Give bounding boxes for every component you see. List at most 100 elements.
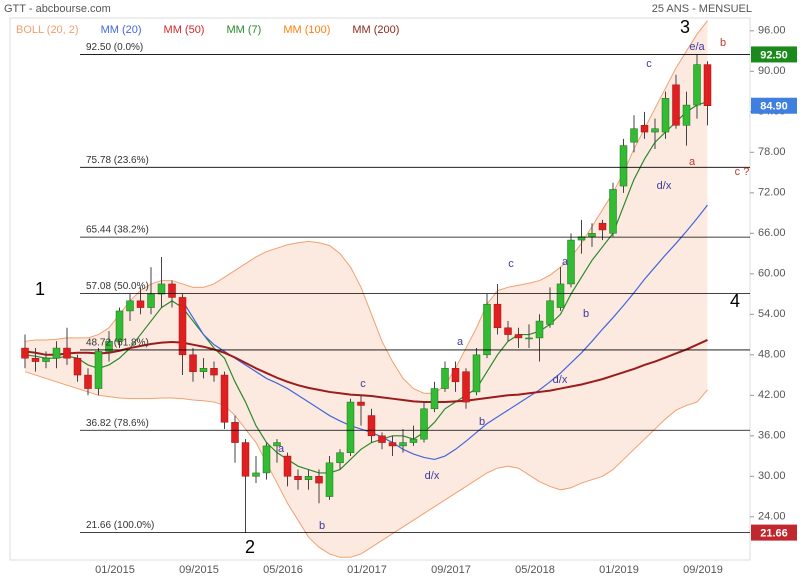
candle-body (693, 64, 701, 106)
price-tag-label: 21.66 (760, 528, 788, 540)
fib-label: 75.78 (23.6%) (86, 155, 149, 166)
y-tick-label: 72.00 (758, 187, 786, 199)
candle-body (115, 310, 124, 342)
bollinger-upper (24, 20, 708, 394)
plot-layer (21, 20, 712, 558)
annotation: 4 (730, 291, 740, 311)
candle-body (283, 455, 292, 477)
candle-body (483, 303, 491, 356)
chart-subtitle: 25 ANS - MENSUEL (652, 3, 752, 15)
candle-body (189, 354, 197, 372)
annotation: c (360, 378, 366, 390)
legend-entry: MM (20) (101, 24, 142, 36)
annotation: b (583, 308, 589, 320)
candle-body (430, 388, 439, 410)
candle-body (94, 351, 103, 389)
price-tag (751, 524, 797, 541)
annotation: a (278, 443, 285, 455)
candle-body (378, 435, 386, 443)
candle-body (546, 300, 554, 325)
price-tag (751, 46, 797, 63)
annotation: a (562, 256, 569, 268)
fib-label: 36.82 (78.6%) (86, 418, 149, 429)
candle-body (672, 84, 680, 126)
candle-body (199, 368, 208, 372)
annotation: d/x (425, 470, 440, 482)
annotation: d/x (657, 180, 672, 192)
x-tick-label: 09/2019 (683, 564, 723, 576)
bollinger-lower (24, 371, 708, 558)
annotation: d/x (553, 374, 568, 386)
candle-body (31, 357, 40, 362)
candle-body (73, 357, 82, 376)
candle-body (147, 293, 155, 308)
y-tick-label: 60.00 (758, 268, 786, 280)
price-tag-label: 92.50 (760, 49, 788, 61)
y-tick-label: 66.00 (758, 227, 786, 239)
annotation: b (319, 520, 325, 532)
x-tick-label: 09/2015 (179, 564, 219, 576)
y-tick-label: 96.00 (758, 25, 786, 37)
candle-body (220, 374, 229, 423)
candle-body (325, 462, 334, 497)
candle-body (609, 189, 617, 234)
candle-body (472, 354, 481, 393)
candle-body (651, 128, 659, 133)
candle-body (514, 334, 523, 339)
candle-body (126, 300, 134, 312)
candle-body (84, 374, 92, 389)
legend-entry: BOLL (20, 2) (16, 24, 79, 36)
candle-body (157, 283, 166, 295)
candle-body (588, 233, 596, 237)
candle-body (682, 104, 691, 126)
candle-body (52, 347, 61, 359)
x-tick-label: 01/2015 (95, 564, 135, 576)
x-tick-label: 09/2017 (431, 564, 471, 576)
candle-body (493, 303, 502, 329)
candle-body (598, 222, 607, 231)
x-tick-label: 01/2019 (599, 564, 639, 576)
candle-body (367, 415, 376, 437)
annotation: c (646, 58, 652, 70)
bollinger-band (25, 20, 708, 558)
candle-body (567, 239, 575, 285)
candle-body (304, 476, 313, 480)
candle-body (577, 236, 586, 241)
annotation: 1 (35, 279, 45, 299)
candle-body (136, 300, 145, 308)
candle-body (346, 401, 355, 453)
candle-body (168, 283, 176, 298)
price-tag-label: 84.90 (760, 101, 788, 113)
y-tick-label: 48.00 (758, 349, 786, 361)
candle-body (535, 320, 544, 339)
candle-body (556, 283, 565, 308)
candle-body (504, 327, 512, 335)
y-tick-label: 30.00 (758, 470, 786, 482)
x-tick-label: 01/2017 (347, 564, 387, 576)
candle-body (388, 442, 397, 447)
candle-body (451, 368, 460, 383)
price-tag (751, 97, 797, 114)
candle-body (336, 452, 344, 464)
candle-body (178, 297, 187, 356)
y-tick-label: 24.00 (758, 511, 786, 523)
chart-title: GTT - abcbourse.com (4, 3, 111, 15)
annotation: c ? (735, 166, 750, 178)
candle-body (241, 442, 250, 477)
y-tick-label: 78.00 (758, 146, 786, 158)
fib-label: 48.72 (61.8%) (86, 338, 149, 349)
fib-label: 65.44 (38.2%) (86, 225, 149, 236)
y-tick-label: 42.00 (758, 389, 786, 401)
legend-entry: MM (7) (226, 24, 261, 36)
y-tick-label: 36.00 (758, 430, 786, 442)
moving-average (181, 204, 708, 461)
candle-body (462, 371, 470, 403)
candle-body (315, 476, 323, 484)
candle-body (630, 128, 638, 143)
candle-body (420, 408, 428, 440)
candle-body (63, 347, 71, 359)
candle-body (409, 438, 418, 443)
annotation: 3 (680, 17, 690, 37)
